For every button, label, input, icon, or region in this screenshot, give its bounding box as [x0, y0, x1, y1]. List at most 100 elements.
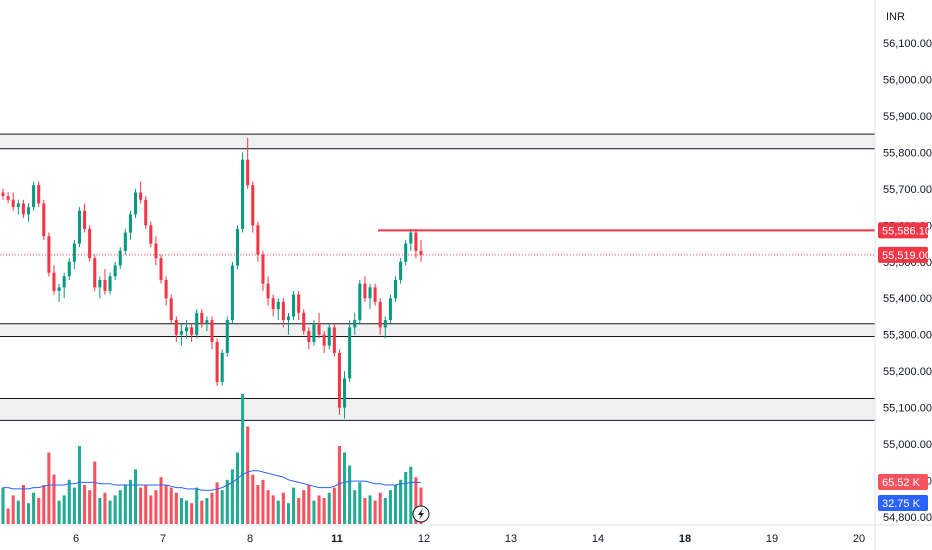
- candle-body: [388, 298, 392, 321]
- volume-bar: [337, 446, 341, 524]
- lightning-icon[interactable]: [412, 505, 430, 523]
- volume-bar: [37, 498, 41, 524]
- x-tick-label: 20: [853, 533, 865, 545]
- candle: [256, 221, 260, 262]
- volume-bar: [47, 452, 51, 524]
- price-labels: 55,586.10 55,519.00 65.52 K 32.75 K: [878, 222, 931, 511]
- candle-body: [123, 232, 127, 251]
- candle: [363, 276, 367, 302]
- candle: [327, 323, 331, 350]
- candle-body: [327, 327, 331, 346]
- candle: [144, 196, 148, 229]
- candle-body: [1, 192, 5, 197]
- candle-body: [98, 280, 102, 288]
- volume-bar: [409, 466, 413, 524]
- y-tick-label: 55,100.00: [883, 403, 932, 415]
- volume-bar: [144, 485, 148, 524]
- volume-bar: [317, 495, 321, 524]
- candle: [388, 294, 392, 324]
- volume-bar: [123, 485, 127, 524]
- volume-ma-value-label-bg: [878, 495, 928, 511]
- candle: [261, 250, 265, 291]
- candle: [266, 276, 270, 306]
- volume-layer: [1, 394, 423, 524]
- candle: [62, 272, 66, 299]
- candle-body: [190, 327, 194, 335]
- candle: [57, 283, 61, 302]
- volume-bar: [134, 469, 138, 524]
- candle-body: [286, 316, 290, 321]
- candle-body: [241, 159, 245, 229]
- volume-bar: [52, 474, 56, 524]
- volume-bar: [286, 503, 290, 524]
- candle: [26, 203, 31, 222]
- candle-body: [67, 261, 71, 277]
- candle: [332, 323, 336, 357]
- y-tick-label: 55,800.00: [883, 147, 932, 159]
- candle: [419, 239, 423, 262]
- candle: [205, 316, 209, 332]
- candle-body: [215, 341, 219, 383]
- candle-body: [174, 320, 178, 335]
- candle-body: [26, 207, 31, 215]
- volume-bar: [210, 492, 214, 524]
- volume-bar: [327, 492, 331, 524]
- volume-bar: [414, 477, 418, 524]
- y-tick-label: 55,300.00: [883, 330, 932, 342]
- volume-bar: [200, 500, 204, 524]
- candle-body: [159, 258, 163, 280]
- y-tick-label: 55,200.00: [883, 366, 932, 378]
- candle-body: [322, 334, 326, 346]
- candle-body: [378, 301, 382, 328]
- volume-bar: [281, 492, 285, 524]
- y-tick-label: 55,700.00: [883, 184, 932, 196]
- volume-bar: [271, 495, 275, 524]
- price-axis[interactable]: 56,100.00 56,000.00 55,900.00 55,800.00 55,7…: [883, 38, 932, 524]
- candle-body: [179, 331, 183, 335]
- candle-body: [16, 203, 20, 208]
- candle-body: [21, 203, 25, 215]
- candle-body: [246, 159, 250, 186]
- volume-value-label: 65.52 K: [878, 474, 928, 490]
- candle: [174, 316, 178, 342]
- volume-bar: [297, 498, 301, 524]
- candle-body: [169, 298, 173, 321]
- volume-bar: [393, 485, 398, 524]
- candle-body: [164, 280, 168, 299]
- resistance-price-label: 55,586.10: [878, 222, 931, 239]
- candle: [353, 312, 357, 335]
- volume-value-label-bg: [878, 474, 928, 490]
- candle: [21, 199, 25, 219]
- candle-body: [281, 301, 285, 321]
- volume-bar: [149, 495, 153, 524]
- candle: [93, 254, 97, 291]
- volume-bar: [343, 452, 347, 524]
- candle-body: [353, 320, 357, 328]
- candle: [230, 261, 234, 324]
- candle: [37, 181, 41, 208]
- volume-bar: [241, 394, 245, 524]
- candle-body: [373, 287, 377, 302]
- candle-body: [414, 232, 418, 251]
- candle-body: [220, 352, 224, 383]
- time-axis[interactable]: 6 7 8 11 12 13 14 18 19 20: [73, 533, 865, 545]
- candle: [343, 371, 347, 419]
- volume-bar: [1, 487, 5, 524]
- volume-bar: [57, 500, 61, 524]
- candle-body: [6, 196, 10, 200]
- candle-body: [312, 323, 316, 342]
- volume-bar: [113, 495, 117, 524]
- candle-body: [261, 254, 265, 284]
- volume-bar: [312, 500, 316, 524]
- y-tick-label: 56,100.00: [883, 38, 932, 50]
- candle-body: [302, 312, 306, 332]
- candle-body: [230, 265, 234, 321]
- candle: [302, 309, 306, 335]
- candle: [128, 210, 132, 240]
- volume-bar: [373, 500, 377, 524]
- volume-bar: [353, 490, 357, 524]
- candle: [286, 312, 290, 335]
- x-tick-label: 8: [247, 533, 253, 545]
